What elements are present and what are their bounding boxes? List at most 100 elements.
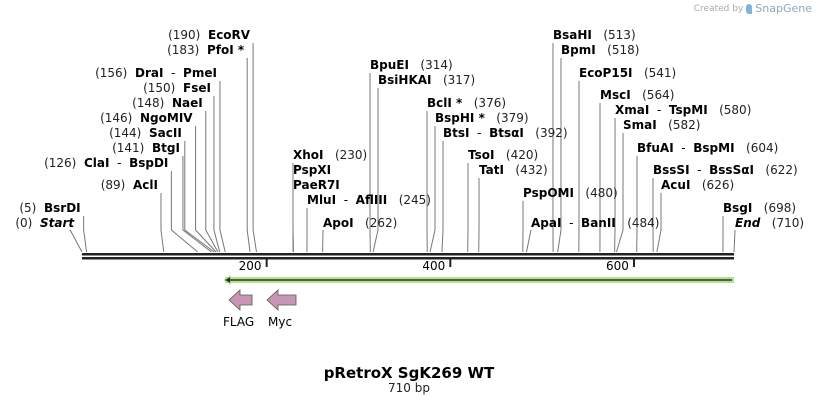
map-title: pRetroX SgK269 WT xyxy=(0,364,818,382)
ruler-tick-label: 600 xyxy=(606,259,629,273)
site-position: (144) xyxy=(109,126,141,140)
enzyme-site-label[interactable]: (126) ClaI - BspDI xyxy=(44,156,168,170)
enzyme-site-label[interactable]: BsgI (698) xyxy=(723,201,796,215)
enzyme-name: XmaI - TspMI xyxy=(615,103,708,117)
ruler-tick xyxy=(449,259,451,267)
enzyme-site-label[interactable]: (5) BsrDI xyxy=(19,201,80,215)
enzyme-name: SacII xyxy=(149,126,182,140)
enzyme-site-label[interactable]: XhoI (230) xyxy=(293,148,367,162)
backbone-top-strand xyxy=(82,253,734,256)
enzyme-name: NaeI xyxy=(172,96,203,110)
enzyme-name: MscI xyxy=(600,88,631,102)
enzyme-name: BtgI xyxy=(152,141,180,155)
enzyme-name: AcuI xyxy=(661,178,690,192)
cut-site-line xyxy=(253,43,256,252)
site-position: (230) xyxy=(335,148,367,162)
enzyme-name: NgoMIV xyxy=(140,111,193,125)
enzyme-name: BpmI xyxy=(561,43,596,57)
enzyme-site-label[interactable]: BsiHKAI (317) xyxy=(378,73,475,87)
enzyme-site-label[interactable]: (0) Start xyxy=(15,216,74,230)
site-position: (420) xyxy=(506,148,538,162)
feature-arrow-flag[interactable] xyxy=(229,290,252,310)
site-position: (480) xyxy=(585,186,617,200)
cut-site-line xyxy=(526,230,531,252)
enzyme-name: BsaHI xyxy=(553,28,592,42)
enzyme-site-label[interactable]: SmaI (582) xyxy=(623,118,700,132)
cut-site-line xyxy=(220,81,225,252)
site-position: (183) xyxy=(167,43,199,57)
enzyme-site-label[interactable]: MscI (564) xyxy=(600,88,674,102)
enzyme-name: BsgI xyxy=(723,201,752,215)
enzyme-name: End xyxy=(735,216,760,230)
enzyme-site-label[interactable]: ApaI - BanII (484) xyxy=(531,216,660,230)
enzyme-site-label[interactable]: End (710) xyxy=(735,216,804,230)
enzyme-site-label[interactable]: PspOMI (480) xyxy=(523,186,618,200)
enzyme-name: EcoRV xyxy=(208,28,250,42)
cut-site-line xyxy=(430,126,435,252)
enzyme-site-label[interactable]: (190) EcoRV xyxy=(168,28,250,42)
enzyme-name: ClaI - BspDI xyxy=(84,156,168,170)
enzyme-site-label[interactable]: BclI * (376) xyxy=(427,96,506,110)
site-position: (376) xyxy=(474,96,506,110)
enzyme-site-label[interactable]: BspHI * (379) xyxy=(435,111,529,125)
enzyme-site-label[interactable]: BfuAI - BspMI (604) xyxy=(637,141,778,155)
enzyme-site-label[interactable]: (141) BtgI xyxy=(112,141,180,155)
enzyme-name: PfoI * xyxy=(207,43,244,57)
cut-site-line xyxy=(442,141,443,252)
enzyme-site-label[interactable]: (144) SacII xyxy=(109,126,182,140)
enzyme-name: BtsI - BtsαI xyxy=(443,126,524,140)
site-position: (89) xyxy=(101,178,126,192)
enzyme-site-label[interactable]: PspXI xyxy=(293,163,343,177)
enzyme-site-label[interactable]: MluI - AflIII (245) xyxy=(307,193,431,207)
site-position: (262) xyxy=(365,216,397,230)
enzyme-site-label[interactable]: AcuI (626) xyxy=(661,178,734,192)
backbone-bottom-strand xyxy=(82,257,734,260)
sequence-length: 710 bp xyxy=(0,381,818,395)
credit-brand: SnapGene xyxy=(755,2,812,15)
site-position: (626) xyxy=(702,178,734,192)
enzyme-name: SmaI xyxy=(623,118,657,132)
site-position: (314) xyxy=(420,58,452,72)
enzyme-site-label[interactable]: EcoP15I (541) xyxy=(579,66,676,80)
site-position: (150) xyxy=(143,81,175,95)
site-position: (541) xyxy=(644,66,676,80)
enzyme-site-label[interactable]: (156) DraI - PmeI xyxy=(95,66,217,80)
enzyme-name: BclI * xyxy=(427,96,462,110)
enzyme-name: PspOMI xyxy=(523,186,574,200)
site-position: (518) xyxy=(607,43,639,57)
enzyme-site-label[interactable]: PaeR7I xyxy=(293,178,351,192)
cut-site-line xyxy=(183,156,212,252)
site-position: (156) xyxy=(95,66,127,80)
enzyme-site-label[interactable]: XmaI - TspMI (580) xyxy=(615,103,751,117)
enzyme-site-label[interactable]: BpuEI (314) xyxy=(370,58,453,72)
feature-label: FLAG xyxy=(223,315,254,329)
site-position: (146) xyxy=(100,111,132,125)
snapgene-credit: Created by SnapGene xyxy=(694,2,812,15)
enzyme-name: BsrDI xyxy=(44,201,81,215)
site-position: (513) xyxy=(603,28,635,42)
enzyme-name: Start xyxy=(40,216,74,230)
enzyme-site-label[interactable]: (150) FseI xyxy=(143,81,211,95)
enzyme-site-label[interactable]: (89) AclI xyxy=(101,178,158,192)
site-position: (580) xyxy=(719,103,751,117)
enzyme-site-label[interactable]: BtsI - BtsαI (392) xyxy=(443,126,568,140)
enzyme-site-label[interactable]: TatI (432) xyxy=(479,163,548,177)
site-position: (126) xyxy=(44,156,76,170)
enzyme-site-label[interactable]: (183) PfoI * xyxy=(167,43,244,57)
feature-arrow-myc[interactable] xyxy=(267,290,296,310)
enzyme-site-label[interactable]: TsoI (420) xyxy=(468,148,538,162)
cut-site-line xyxy=(206,111,218,252)
enzyme-site-label[interactable]: (148) NaeI xyxy=(132,96,203,110)
enzyme-name: MluI - AflIII xyxy=(307,193,387,207)
enzyme-site-label[interactable]: BssSI - BssSαI (622) xyxy=(653,163,798,177)
enzyme-name: DraI - PmeI xyxy=(135,66,217,80)
cut-site-line xyxy=(84,216,87,252)
enzyme-name: XhoI xyxy=(293,148,324,162)
site-position: (392) xyxy=(535,126,567,140)
enzyme-site-label[interactable]: BsaHI (513) xyxy=(553,28,636,42)
enzyme-site-label[interactable]: BpmI (518) xyxy=(561,43,639,57)
site-position: (484) xyxy=(627,216,659,230)
enzyme-site-label[interactable]: ApoI (262) xyxy=(323,216,397,230)
enzyme-site-label[interactable]: (146) NgoMIV xyxy=(100,111,193,125)
